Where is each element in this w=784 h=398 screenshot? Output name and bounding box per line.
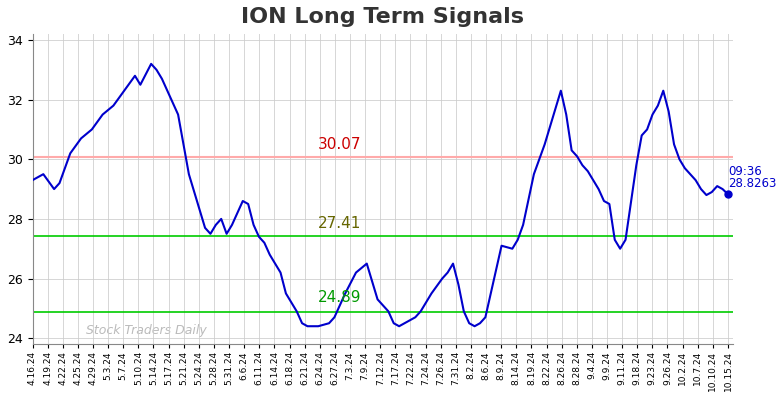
Text: 27.41: 27.41 xyxy=(318,216,361,231)
Text: 09:36: 09:36 xyxy=(728,165,762,178)
Text: 30.07: 30.07 xyxy=(318,137,361,152)
Title: ION Long Term Signals: ION Long Term Signals xyxy=(241,7,524,27)
Text: 28.8263: 28.8263 xyxy=(728,177,776,189)
Text: Stock Traders Daily: Stock Traders Daily xyxy=(86,324,207,337)
Text: 24.89: 24.89 xyxy=(318,291,361,305)
